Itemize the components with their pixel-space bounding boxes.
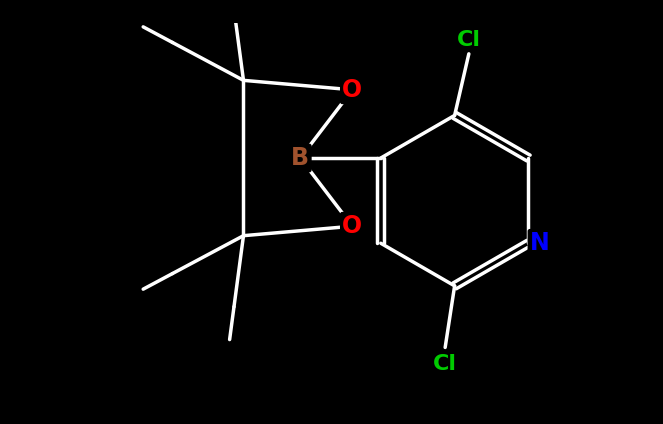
Text: Cl: Cl — [433, 354, 457, 374]
Text: N: N — [530, 231, 550, 255]
Text: B: B — [291, 146, 310, 170]
Text: O: O — [342, 214, 363, 238]
Text: Cl: Cl — [457, 30, 481, 50]
Text: O: O — [342, 78, 363, 102]
